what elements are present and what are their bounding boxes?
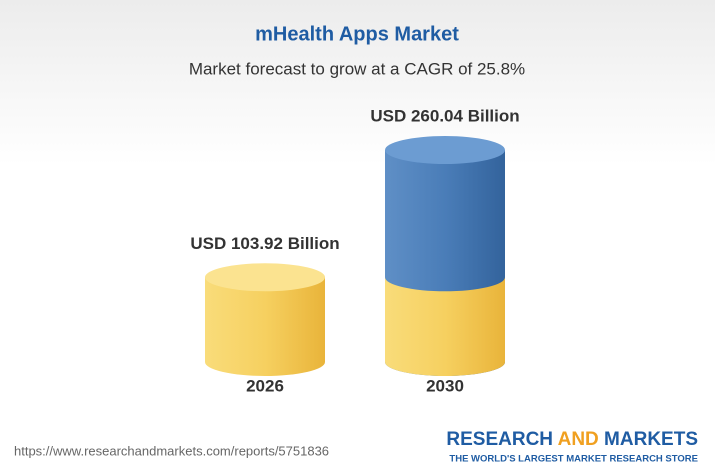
logo: RESEARCH AND MARKETS [446,429,698,450]
chart-subtitle: Market forecast to grow at a CAGR of 25.… [189,59,525,78]
logo-word: MARKETS [604,429,698,450]
cylinder-cap [385,136,505,164]
cylinder-cap [205,263,325,292]
value-label: USD 260.04 Billion [370,106,519,125]
logo-tagline: THE WORLD'S LARGEST MARKET RESEARCH STOR… [449,454,698,465]
cylinder-base-part [385,277,505,376]
logo-word: RESEARCH [446,429,553,450]
chart-title: mHealth Apps Market [255,23,459,45]
source-url: https://www.researchandmarkets.com/repor… [14,443,329,458]
category-label: 2026 [246,376,284,395]
logo-word: AND [558,429,599,450]
cylinder-body [205,277,325,376]
value-label: USD 103.92 Billion [190,234,339,253]
category-label: 2030 [426,376,464,395]
